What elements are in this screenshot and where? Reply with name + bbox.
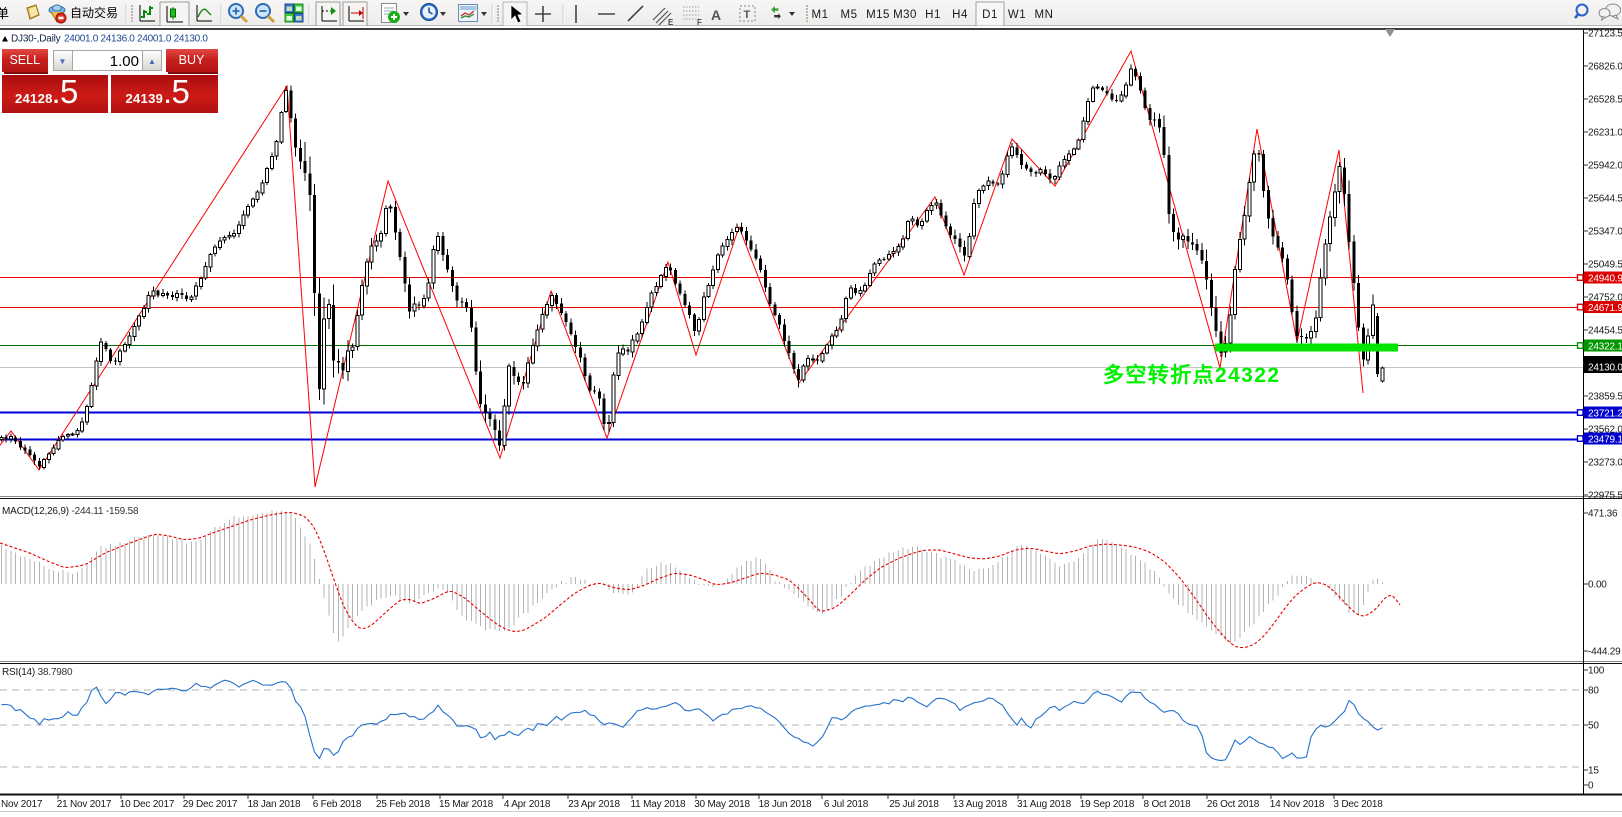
svg-text:-444.29: -444.29 xyxy=(1588,647,1621,658)
svg-text:MACD(12,26,9) -244.11 -159.58: MACD(12,26,9) -244.11 -159.58 xyxy=(2,506,139,517)
svg-text:6 Jul 2018: 6 Jul 2018 xyxy=(824,799,869,810)
svg-text:23 Apr 2018: 23 Apr 2018 xyxy=(568,799,620,810)
svg-text:21 Nov 2017: 21 Nov 2017 xyxy=(57,799,112,810)
svg-text:23479.1: 23479.1 xyxy=(1588,435,1622,446)
svg-text:26 Oct 2018: 26 Oct 2018 xyxy=(1207,799,1260,810)
svg-text:DJ30-,Daily: DJ30-,Daily xyxy=(11,34,61,45)
svg-text:E: E xyxy=(668,18,673,26)
svg-text:25049.5: 25049.5 xyxy=(1588,260,1622,271)
svg-text:MN: MN xyxy=(1035,9,1054,21)
svg-text:M15: M15 xyxy=(866,9,890,21)
svg-text:M1: M1 xyxy=(812,9,829,21)
svg-text:Nov 2017: Nov 2017 xyxy=(1,799,43,810)
svg-text:13 Aug 2018: 13 Aug 2018 xyxy=(953,799,1008,810)
svg-text:M30: M30 xyxy=(893,9,917,21)
svg-text:3 Dec 2018: 3 Dec 2018 xyxy=(1333,799,1383,810)
svg-text:471.36: 471.36 xyxy=(1588,509,1618,520)
svg-text:RSI(14) 38.7980: RSI(14) 38.7980 xyxy=(2,667,73,678)
svg-text:18 Jan 2018: 18 Jan 2018 xyxy=(248,799,301,810)
svg-text:H1: H1 xyxy=(925,9,941,21)
svg-text:24671.9: 24671.9 xyxy=(1588,303,1622,314)
svg-text:14 Nov 2018: 14 Nov 2018 xyxy=(1270,799,1325,810)
svg-text:W1: W1 xyxy=(1008,9,1026,21)
svg-text:A: A xyxy=(711,7,721,23)
svg-text:T: T xyxy=(744,9,751,21)
svg-text:15: 15 xyxy=(1588,766,1599,777)
svg-text:25 Jul 2018: 25 Jul 2018 xyxy=(889,799,939,810)
svg-text:25347.0: 25347.0 xyxy=(1588,227,1622,238)
svg-text:25942.0: 25942.0 xyxy=(1588,161,1622,172)
svg-text:8 Oct 2018: 8 Oct 2018 xyxy=(1144,799,1192,810)
svg-text:100: 100 xyxy=(1588,666,1605,677)
svg-text:22975.5: 22975.5 xyxy=(1588,491,1622,502)
svg-text:自动交易: 自动交易 xyxy=(70,5,118,20)
svg-text:25644.5: 25644.5 xyxy=(1588,194,1622,205)
svg-text:H4: H4 xyxy=(952,9,968,21)
svg-text:50: 50 xyxy=(1588,721,1599,732)
svg-text:0: 0 xyxy=(1588,781,1594,792)
svg-text:24322.1: 24322.1 xyxy=(1588,342,1622,353)
svg-text:29 Dec 2017: 29 Dec 2017 xyxy=(183,799,238,810)
svg-text:15 Mar 2018: 15 Mar 2018 xyxy=(439,799,494,810)
svg-text:24454.5: 24454.5 xyxy=(1588,326,1622,337)
svg-text:D1: D1 xyxy=(982,9,998,21)
svg-text:25 Feb 2018: 25 Feb 2018 xyxy=(376,799,431,810)
svg-text:26231.0: 26231.0 xyxy=(1588,128,1622,139)
svg-text:24001.0 24136.0 24001.0 24130.: 24001.0 24136.0 24001.0 24130.0 xyxy=(64,34,208,45)
svg-text:6 Feb 2018: 6 Feb 2018 xyxy=(313,799,362,810)
svg-text:24130.0: 24130.0 xyxy=(1588,363,1622,374)
svg-text:F: F xyxy=(697,18,702,26)
svg-text:0.00: 0.00 xyxy=(1588,580,1607,591)
svg-text:18 Jun 2018: 18 Jun 2018 xyxy=(759,799,812,810)
svg-text:31 Aug 2018: 31 Aug 2018 xyxy=(1017,799,1072,810)
svg-text:23721.2: 23721.2 xyxy=(1588,409,1622,420)
svg-text:4 Apr 2018: 4 Apr 2018 xyxy=(504,799,551,810)
svg-text:30 May 2018: 30 May 2018 xyxy=(694,799,750,810)
svg-text:M5: M5 xyxy=(841,9,858,21)
svg-text:19 Sep 2018: 19 Sep 2018 xyxy=(1080,799,1135,810)
svg-text:80: 80 xyxy=(1588,686,1599,697)
svg-text:单: 单 xyxy=(0,6,9,21)
svg-text:23562.0: 23562.0 xyxy=(1588,425,1622,436)
svg-text:10 Dec 2017: 10 Dec 2017 xyxy=(120,799,175,810)
svg-text:26528.5: 26528.5 xyxy=(1588,95,1622,106)
svg-text:24940.9: 24940.9 xyxy=(1588,274,1622,285)
svg-text:24752.0: 24752.0 xyxy=(1588,293,1622,304)
svg-text:23859.5: 23859.5 xyxy=(1588,392,1622,403)
svg-text:11 May 2018: 11 May 2018 xyxy=(631,799,687,810)
svg-text:27123.5: 27123.5 xyxy=(1588,29,1622,40)
svg-text:23273.0: 23273.0 xyxy=(1588,458,1622,469)
svg-text:26826.0: 26826.0 xyxy=(1588,62,1622,73)
